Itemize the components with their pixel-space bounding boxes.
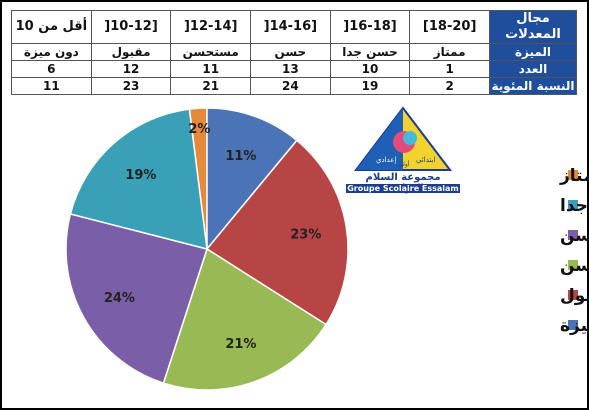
percent-cell: 2 — [409, 77, 490, 95]
percent-cell: 19 — [329, 77, 411, 95]
pie-label-5: 11% — [225, 149, 256, 164]
legend-swatch-3 — [568, 260, 578, 270]
legend-label-4: مقبول — [560, 286, 589, 306]
count-cell: 13 — [250, 60, 331, 78]
legend-swatch-0 — [568, 170, 578, 180]
header-percent: النسبة المئوية — [489, 77, 577, 95]
pie-label-0: 2% — [188, 122, 210, 137]
pie-label-4: 23% — [290, 227, 321, 242]
table-row-ranges: مجال المعدلات [18-20] [16-18[ [14-16[ [1… — [11, 10, 577, 44]
pie-label-3: 21% — [225, 337, 256, 352]
header-range: مجال المعدلات — [489, 10, 577, 44]
legend-label-5: دون ميزة — [560, 316, 589, 336]
legend-swatch-2 — [568, 230, 578, 240]
legend: ممتاز حسن جدا حسن مستحسن مقبول دون ميزة — [559, 166, 589, 336]
header-count: العدد — [489, 60, 577, 78]
legend-swatch-1 — [568, 200, 578, 210]
range-cell: [18-20] — [409, 10, 490, 44]
percent-cell: 11 — [11, 77, 92, 95]
legend-label-3: مستحسن — [560, 256, 589, 276]
pie-slice-3 — [162, 247, 328, 391]
logo-latin-name: Groupe Scolaire Essalam — [346, 184, 460, 193]
range-cell: أقل من 10 — [11, 10, 92, 44]
table-row-percents: النسبة المئوية 2 19 24 21 23 11 — [11, 77, 577, 95]
school-logo-icon: إعدادي ابتدائي أولي — [353, 106, 453, 171]
header-grade: الميزة — [489, 43, 577, 61]
legend-label-1: حسن جدا — [560, 196, 589, 216]
grades-table: مجال المعدلات [18-20] [16-18[ [14-16[ [1… — [11, 10, 577, 95]
grade-cell: حسن جدا — [329, 43, 411, 61]
count-cell: 11 — [170, 60, 252, 78]
logo-top-word: أولي — [398, 160, 410, 168]
percent-cell: 24 — [250, 77, 331, 95]
pie-slice-2 — [65, 213, 208, 385]
legend-label-0: ممتاز — [559, 166, 589, 186]
range-cell: [10-12[ — [90, 10, 172, 44]
range-cell: [12-14[ — [170, 10, 252, 44]
range-cell: [16-18[ — [329, 10, 411, 44]
legend-label-2: حسن — [560, 226, 589, 246]
range-cell: [14-16[ — [250, 10, 331, 44]
percent-cell: 21 — [170, 77, 252, 95]
legend-swatch-5 — [568, 320, 578, 330]
legend-swatch-4 — [568, 290, 578, 300]
pie-slices — [65, 107, 349, 391]
table-row-grades: الميزة ممتاز حسن جدا حسن مستحسن مقبول دو… — [11, 43, 577, 61]
pie-slice-4 — [205, 139, 349, 326]
pie-slice-1 — [69, 108, 208, 251]
count-cell: 10 — [329, 60, 411, 78]
logo-right-word: ابتدائي — [416, 156, 435, 164]
pie-labels: 2% 11% 23% 21% 24% 19% — [104, 122, 322, 352]
pie-label-2: 24% — [104, 291, 135, 306]
pie-label-1: 19% — [125, 168, 156, 183]
logo-left-word: إعدادي — [376, 156, 396, 164]
percent-cell: 23 — [90, 77, 172, 95]
pie-slice-5 — [206, 107, 298, 252]
